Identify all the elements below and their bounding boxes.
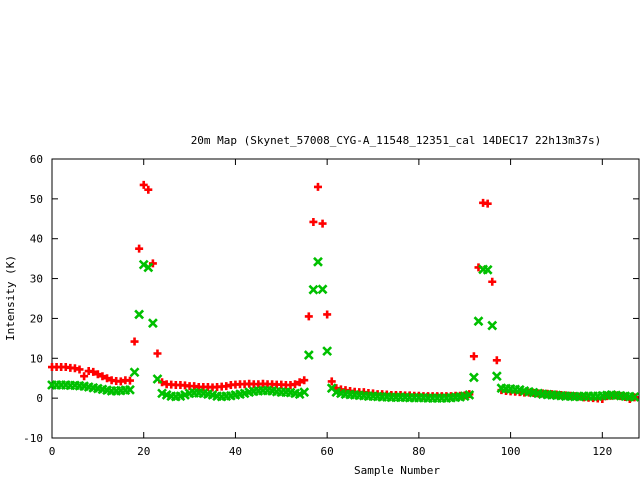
y-tick-label: 0 bbox=[36, 392, 43, 405]
y-tick-label: 30 bbox=[30, 273, 43, 286]
x-tick-label: 20 bbox=[137, 445, 150, 458]
red-plus-point bbox=[300, 376, 309, 385]
x-tick-label: 0 bbox=[49, 445, 56, 458]
y-tick-label: 40 bbox=[30, 233, 43, 246]
y-tick-label: 50 bbox=[30, 193, 43, 206]
red-plus-point bbox=[139, 180, 148, 189]
x-axis: 0 20 40 60 80 100 120 bbox=[49, 159, 612, 458]
red-plus-point bbox=[144, 185, 153, 194]
red-plus-point bbox=[135, 244, 144, 253]
green-cross-point bbox=[473, 316, 484, 327]
green-cross-point bbox=[129, 367, 140, 378]
y-tick-label: -10 bbox=[23, 432, 43, 445]
x-axis-label: Sample Number bbox=[354, 464, 440, 477]
y-axis-label: Intensity (K) bbox=[4, 255, 17, 341]
y-axis: -10 0 10 20 30 40 50 60 bbox=[23, 153, 639, 445]
green-cross-point bbox=[152, 374, 163, 384]
green-cross-point bbox=[487, 320, 498, 331]
red-plus-point bbox=[318, 219, 327, 228]
x-tick-label: 80 bbox=[412, 445, 425, 458]
red-plus-point bbox=[148, 259, 157, 268]
y-tick-label: 60 bbox=[30, 153, 43, 166]
x-tick-label: 40 bbox=[229, 445, 242, 458]
red-plus-point bbox=[93, 370, 102, 379]
red-plus-point bbox=[98, 372, 107, 381]
plot-frame bbox=[51, 158, 640, 439]
red-plus-point bbox=[75, 365, 84, 374]
chart-title: 20m Map (Skynet_57008_CYG-A_11548_12351_… bbox=[191, 134, 602, 147]
red-plus-point bbox=[327, 377, 336, 386]
green-cross-point bbox=[299, 387, 310, 398]
data-points bbox=[47, 180, 640, 404]
green-cross-point bbox=[125, 384, 135, 395]
red-plus-point bbox=[323, 310, 332, 319]
red-plus-point bbox=[103, 374, 112, 383]
x-tick-label: 60 bbox=[321, 445, 334, 458]
red-plus-point bbox=[153, 349, 162, 358]
x-tick-label: 100 bbox=[501, 445, 521, 458]
red-plus-point bbox=[130, 337, 139, 346]
red-plus-point bbox=[80, 372, 89, 381]
red-plus-point bbox=[295, 378, 304, 387]
green-cross-point bbox=[482, 264, 493, 275]
red-plus-point bbox=[469, 352, 478, 361]
red-plus-point bbox=[313, 182, 322, 191]
green-cross-point bbox=[464, 390, 475, 400]
red-plus-point bbox=[125, 376, 134, 385]
green-cross-point bbox=[629, 392, 640, 402]
green-cross-point bbox=[468, 372, 479, 383]
green-cross-point bbox=[317, 284, 328, 295]
green-cross-point bbox=[134, 309, 145, 320]
red-plus-point bbox=[488, 277, 497, 286]
green-cross-point bbox=[491, 371, 502, 382]
green-cross-point bbox=[313, 256, 323, 267]
red-plus-point bbox=[309, 217, 318, 226]
green-cross-point bbox=[303, 350, 314, 361]
red-plus-point bbox=[483, 199, 492, 208]
red-plus-point bbox=[492, 356, 501, 365]
red-plus-point bbox=[304, 312, 313, 321]
red-plus-point bbox=[89, 367, 98, 376]
y-tick-label: 20 bbox=[30, 312, 43, 325]
green-cross-point bbox=[308, 284, 319, 295]
green-cross-point bbox=[143, 262, 154, 273]
x-tick-label: 120 bbox=[592, 445, 612, 458]
y-tick-label: 10 bbox=[30, 352, 43, 365]
red-plus-point bbox=[291, 380, 300, 389]
green-cross-point bbox=[322, 346, 333, 357]
green-cross-point bbox=[147, 318, 158, 329]
